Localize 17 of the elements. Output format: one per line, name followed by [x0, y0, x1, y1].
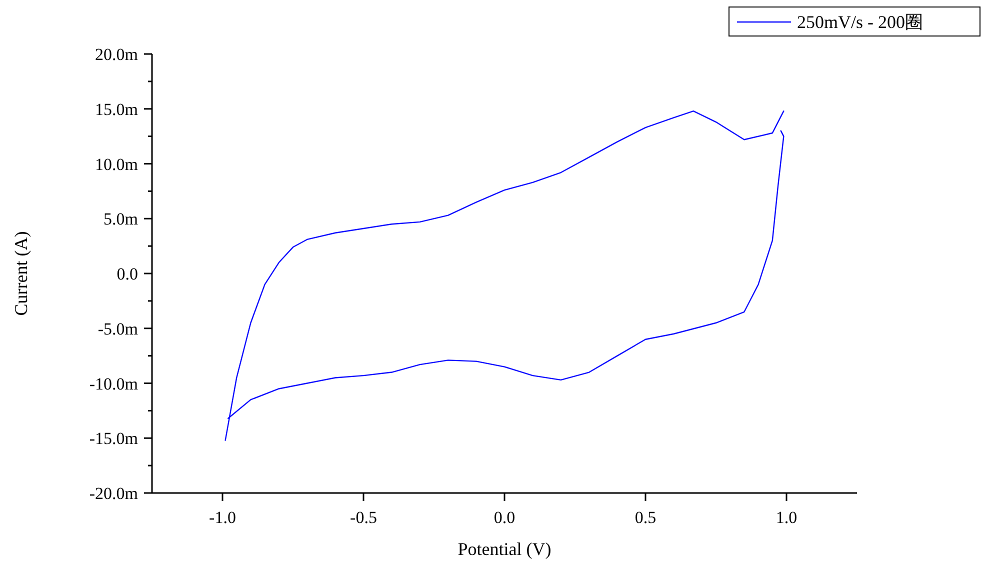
y-axis-title: Current (A) — [11, 231, 31, 316]
x-tick-label: 1.0 — [776, 508, 798, 527]
y-tick-label: 10.0m — [95, 154, 138, 174]
y-tick-label: -5.0m — [98, 319, 138, 338]
y-tick-label: 5.0m — [104, 210, 138, 229]
y-tick-label: -20.0m — [89, 484, 138, 503]
legend-label: 250mV/s - 200圈 — [797, 12, 923, 32]
x-tick-label: 0.5 — [634, 508, 656, 527]
y-tick-label: 15.0m — [95, 100, 138, 119]
y-tick-label: 20.0m — [95, 45, 138, 64]
y-tick-label: -10.0m — [89, 374, 138, 394]
y-tick-label: -15.0m — [89, 429, 138, 448]
x-axis-title: Potential (V) — [458, 539, 552, 559]
y-tick-label: 0.0 — [116, 264, 138, 284]
x-tick-label: -1.0 — [209, 508, 236, 527]
x-tick-label: -0.5 — [350, 508, 377, 527]
x-tick-label: 0.0 — [494, 508, 516, 527]
